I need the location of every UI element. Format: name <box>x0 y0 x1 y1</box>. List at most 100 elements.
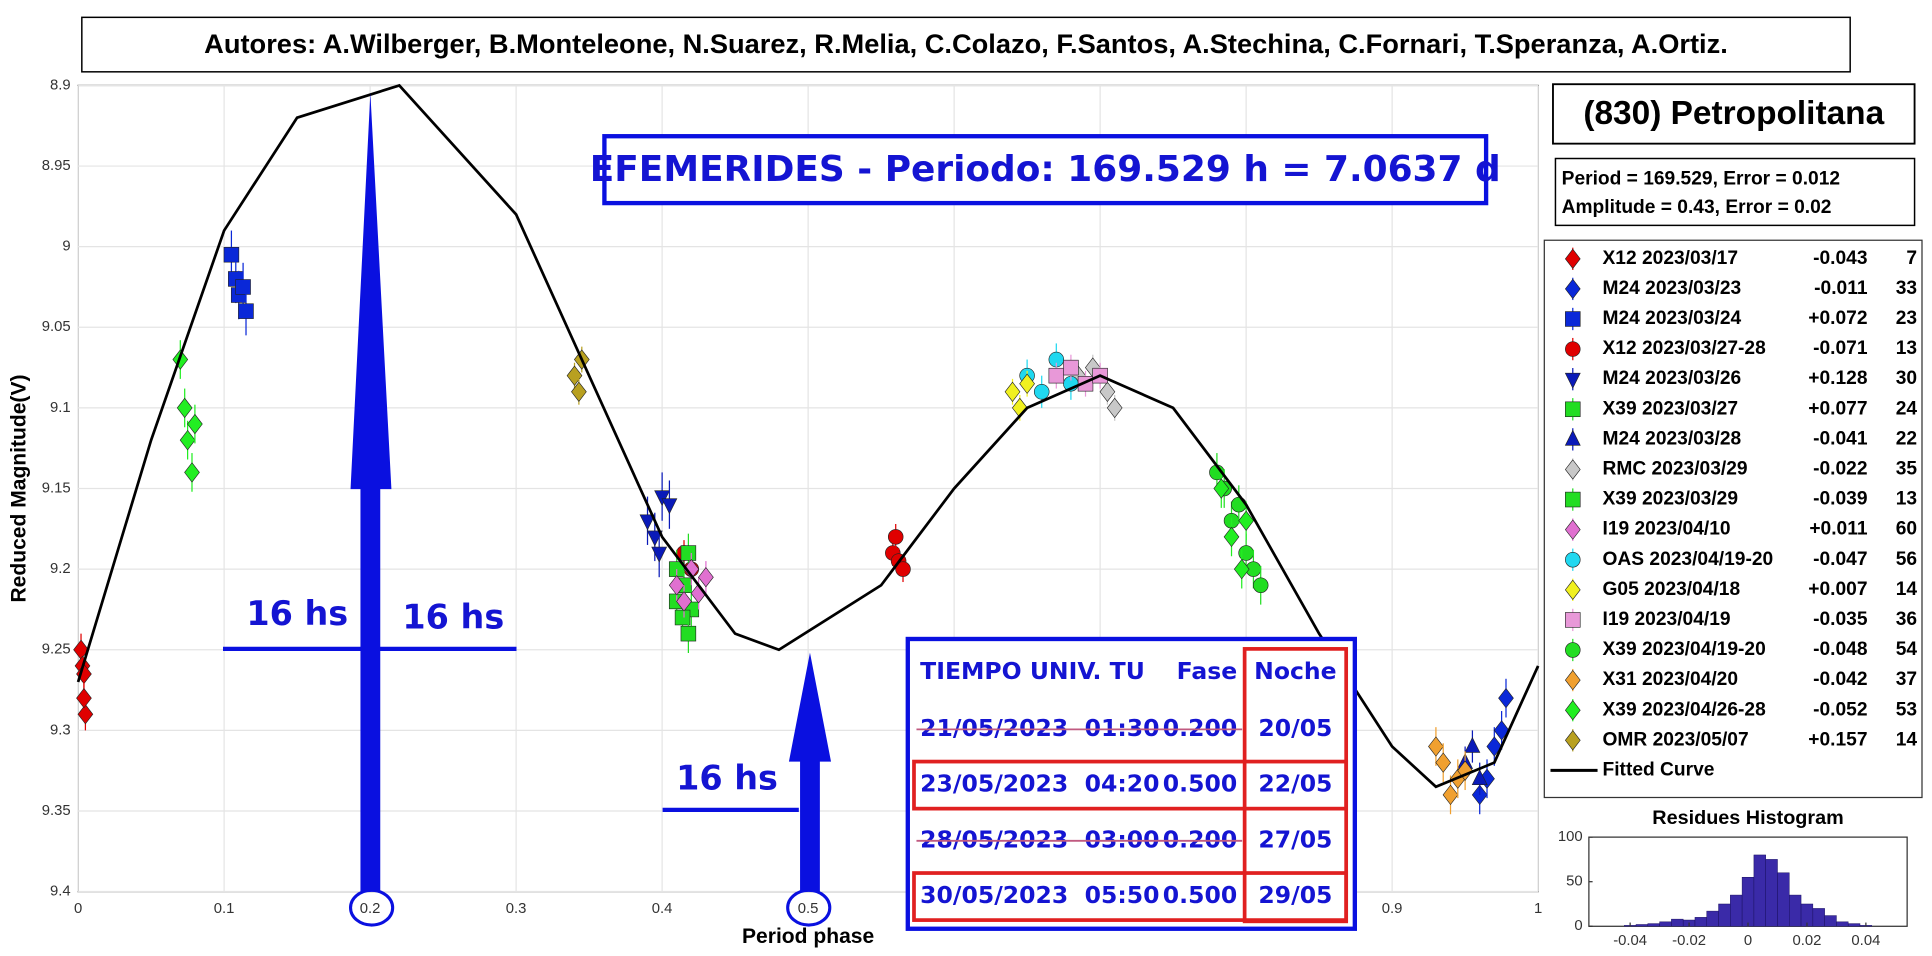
point <box>1471 769 1488 785</box>
point <box>1048 367 1065 384</box>
point <box>646 530 663 547</box>
legend-name: M24 2023/03/23 <box>1603 278 1742 299</box>
annotation: 16 hs <box>246 594 348 633</box>
fit-period: Period = 169.529, Error = 0.012 <box>1562 169 1840 190</box>
point <box>1223 526 1240 548</box>
row-phase: 0.500 <box>1163 881 1237 909</box>
histogram-bar <box>1647 923 1660 927</box>
x-tick-label: 0.1 <box>214 901 235 917</box>
point <box>651 546 668 563</box>
histogram-bar <box>1718 903 1731 927</box>
row-phase: 0.500 <box>1163 770 1237 798</box>
legend-offset: -0.039 <box>1813 489 1867 510</box>
legend-marker <box>1565 311 1581 327</box>
point <box>1252 577 1269 594</box>
point <box>698 567 714 588</box>
legend-marker <box>1564 278 1581 300</box>
point <box>566 365 583 386</box>
legend-count: 14 <box>1896 579 1918 600</box>
row-highlight <box>912 871 1349 922</box>
histogram-bar <box>1730 894 1743 927</box>
legend-marker <box>1564 372 1581 389</box>
legend-offset: -0.043 <box>1813 248 1867 269</box>
ephemeris-title: EFEMERIDES - Periodo: 169.529 h = 7.0637… <box>590 149 1501 190</box>
point <box>184 462 200 483</box>
legend-marker <box>1565 401 1581 418</box>
x-tick-label: 1 <box>1534 901 1542 917</box>
legend-marker <box>1564 669 1581 691</box>
x-tick-label: -0.04 <box>1613 933 1647 949</box>
legend-offset: -0.022 <box>1813 459 1867 480</box>
y-tick-label: 100 <box>1558 829 1583 845</box>
y-tick-label: 9.15 <box>42 480 71 496</box>
fitted-curve <box>76 83 1540 789</box>
point <box>676 591 692 612</box>
y-tick-label: 9.35 <box>42 803 71 819</box>
row-highlight <box>912 759 1349 811</box>
legend-marker <box>1564 700 1581 721</box>
legend-offset: -0.042 <box>1813 669 1867 690</box>
object-box <box>1552 83 1916 145</box>
legend-count: 14 <box>1896 729 1918 750</box>
legend-count: 7 <box>1906 248 1917 269</box>
phase-circle <box>348 888 395 927</box>
legend-name: OAS 2023/04/19-20 <box>1603 549 1774 570</box>
point <box>1233 558 1250 580</box>
point <box>1099 381 1116 402</box>
legend-name: Fitted Curve <box>1603 759 1715 780</box>
legend-count: 33 <box>1896 278 1917 299</box>
legend-marker <box>1564 579 1581 600</box>
point <box>571 381 587 402</box>
row-datetime: 28/05/2023 03:00 <box>920 825 1159 853</box>
ephemeris-table <box>905 636 1358 931</box>
arrow <box>350 92 392 892</box>
legend-name: I19 2023/04/10 <box>1603 519 1731 540</box>
x-tick-label: 0.4 <box>652 901 673 917</box>
x-tick-label: 0.9 <box>1382 901 1403 917</box>
legend-marker <box>1564 429 1581 446</box>
histogram-bar <box>1847 923 1861 927</box>
legend-count: 22 <box>1896 428 1917 449</box>
ephemeris-title-box <box>602 134 1489 206</box>
y-tick-label: 9 <box>62 239 70 255</box>
histogram-bar <box>1659 921 1672 927</box>
x-tick-label: 0.2 <box>360 901 381 917</box>
point <box>639 514 656 531</box>
point <box>661 498 678 515</box>
histogram-bar <box>1741 876 1755 927</box>
legend-marker <box>1564 459 1581 480</box>
arrow <box>788 652 832 892</box>
phase-circle <box>786 888 832 927</box>
histogram-bar <box>1753 854 1766 927</box>
point <box>1033 384 1050 400</box>
x-tick-label: 0.04 <box>1851 933 1880 949</box>
legend-count: 23 <box>1896 308 1917 329</box>
legend-name: X39 2023/04/19-20 <box>1603 639 1766 660</box>
legend-offset: -0.011 <box>1814 278 1868 299</box>
point <box>1213 478 1230 499</box>
legend-offset: -0.048 <box>1813 639 1868 660</box>
x-tick-label: 0.3 <box>506 901 527 917</box>
point <box>1063 359 1079 376</box>
annotation: 16 hs <box>676 759 778 798</box>
point <box>238 303 254 319</box>
histogram-bar <box>1706 910 1719 927</box>
y-axis-label: Reduced Magnitude(V) <box>7 375 30 603</box>
row-phase: 0.200 <box>1163 714 1237 742</box>
histogram-bar <box>1694 917 1708 927</box>
y-tick-label: 9.2 <box>50 561 71 577</box>
histogram-bar <box>1812 908 1825 927</box>
fit-amplitude: Amplitude = 0.43, Error = 0.02 <box>1562 197 1832 218</box>
histogram-bar <box>1836 921 1849 927</box>
point <box>187 413 203 435</box>
y-tick-label: 8.95 <box>42 158 71 174</box>
y-tick-label: 9.4 <box>50 884 71 900</box>
y-tick-label: 0 <box>1574 918 1582 934</box>
legend-marker <box>1565 612 1581 628</box>
legend-marker <box>1565 341 1581 357</box>
point <box>1435 752 1452 773</box>
point <box>1493 720 1510 741</box>
legend-count: 54 <box>1896 639 1918 660</box>
y-tick-label: 9.3 <box>50 722 71 738</box>
